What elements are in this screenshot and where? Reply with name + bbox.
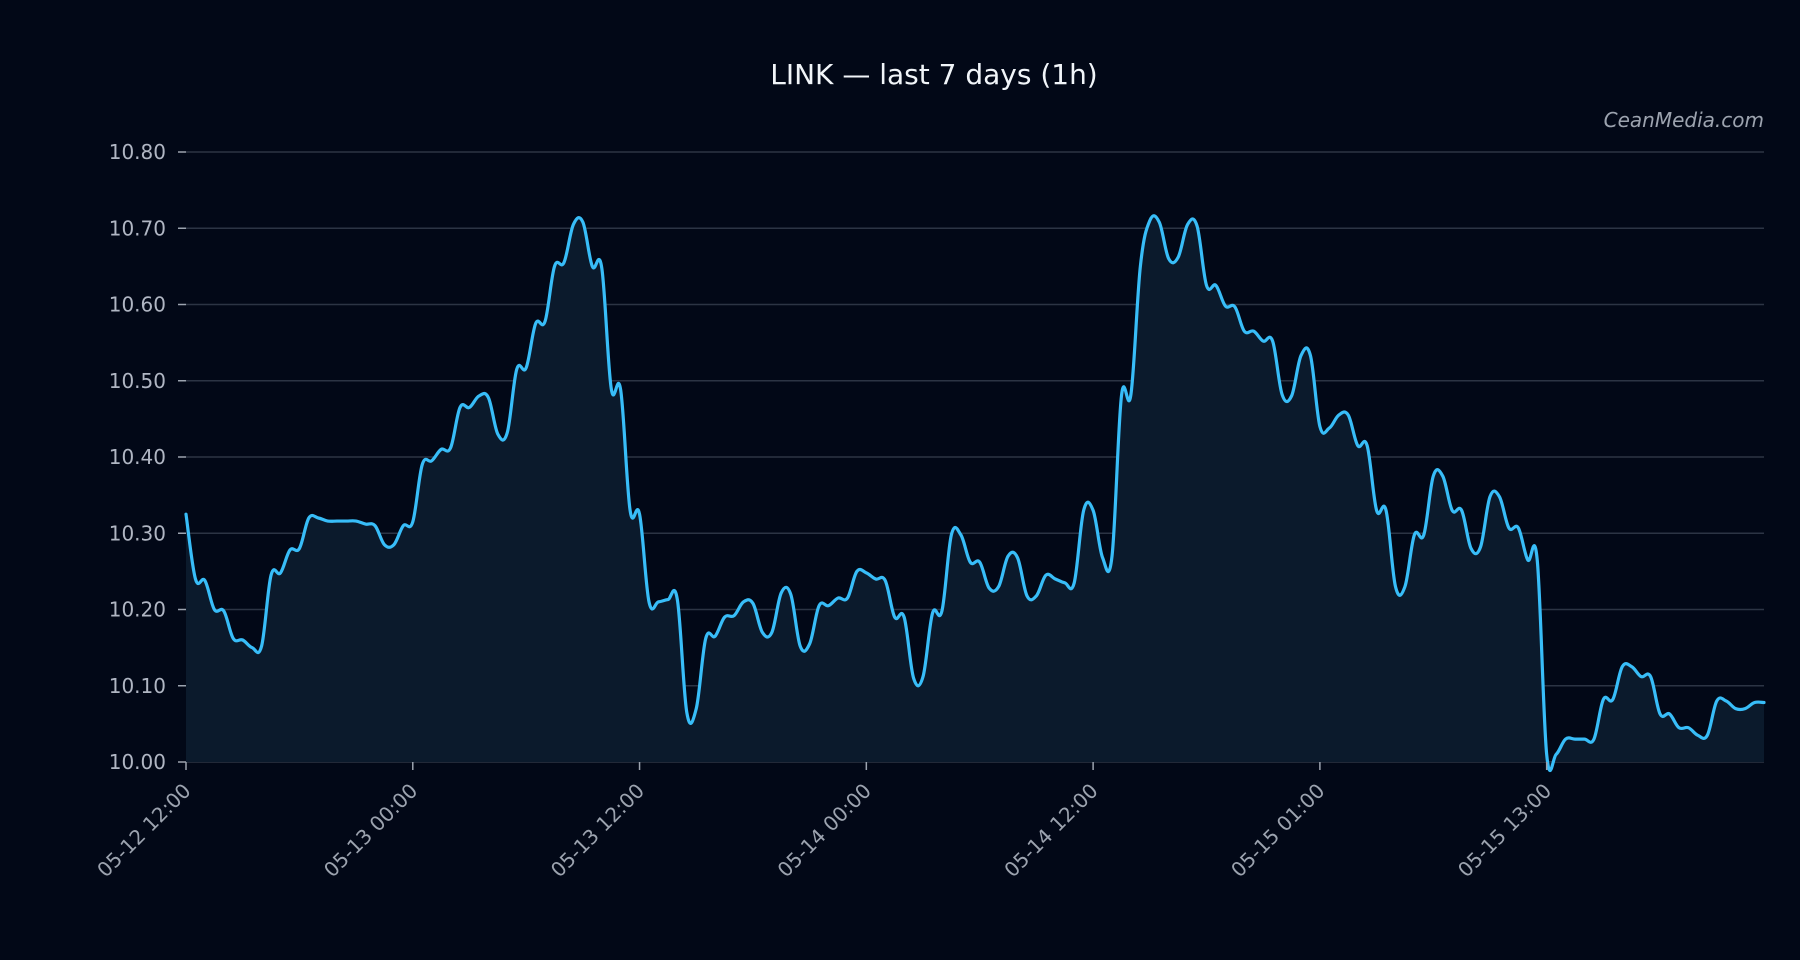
series-line — [184, 214, 1766, 773]
y-tick-label: 10.60 — [109, 293, 166, 317]
area-fill — [186, 215, 1764, 771]
y-tick-label: 10.80 — [109, 140, 166, 164]
y-tick-label: 10.10 — [109, 674, 166, 698]
watermark-text: CeanMedia.com — [1604, 108, 1764, 132]
y-tick-label: 10.70 — [109, 216, 166, 240]
chart-title: LINK — last 7 days (1h) — [770, 58, 1097, 91]
y-axis: 10.00 10.10 10.20 10.30 10.40 10.50 10.60 10.70… — [109, 140, 186, 774]
y-tick-label: 10.50 — [109, 369, 166, 393]
y-tick-label: 10.20 — [109, 598, 166, 622]
y-tick-label: 10.40 — [109, 445, 166, 469]
y-tick-label: 10.00 — [109, 750, 166, 774]
y-tick-label: 10.30 — [109, 521, 166, 545]
plot-area — [184, 214, 1766, 773]
